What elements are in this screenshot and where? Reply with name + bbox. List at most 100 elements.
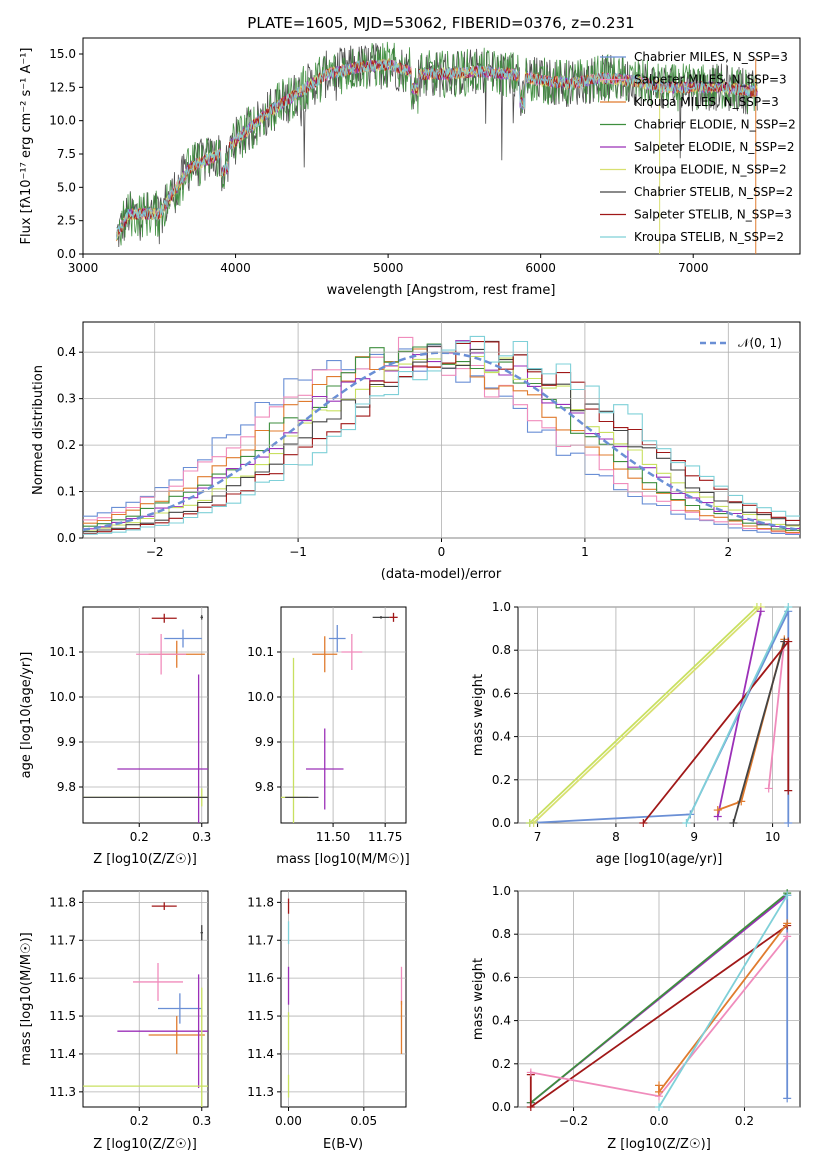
residuals-xlabel: (data-model)/error — [381, 567, 502, 582]
massweight-vs-Z-ytick-label: 0.4 — [492, 1014, 511, 1028]
mass-vs-EBV-ytick-label: 11.3 — [247, 1085, 274, 1099]
massweight-vs-age-ytick-label: 0.6 — [492, 686, 511, 700]
legend-label: Salpeter STELIB, N_SSP=3 — [634, 208, 792, 222]
spectrum-frame — [82, 37, 801, 255]
age-vs-Z-xlabel: Z [log10(Z/Z☉)] — [93, 852, 197, 867]
spectrum-xtick-label: 7000 — [678, 261, 709, 275]
cumulative-line — [658, 894, 788, 1108]
legend-label: Salpeter ELODIE, N_SSP=2 — [634, 140, 795, 154]
mass-vs-EBV-ytick-label: 11.6 — [247, 971, 274, 985]
panel-age-vs-mass: mass [log10(M/M☉)] — [276, 606, 410, 867]
massweight-vs-Z-ylabel: mass weight — [471, 958, 486, 1040]
plus-marker — [784, 637, 793, 646]
massweight-vs-Z-ytick-label: 0.8 — [492, 927, 511, 941]
massweight-vs-age-ytick-label: 0.8 — [492, 643, 511, 657]
massweight-vs-age-xtick-label: 10 — [765, 830, 780, 844]
cumulative-line — [533, 606, 762, 824]
cumulative-line — [529, 610, 790, 824]
age-vs-Z-ytick-label: 10.0 — [49, 690, 76, 704]
panel-mass-vs-EBV: E(B-V) — [280, 890, 407, 1152]
age-vs-mass-xtick-label: 11.50 — [316, 830, 350, 844]
mass-vs-Z-ylabel: mass [log10(M/M☉)] — [19, 932, 34, 1065]
massweight-vs-age-frame — [517, 606, 801, 824]
mass-vs-EBV-plot: 0.00 0.05 11.3 11.4 11.5 11.6 11.7 11.8 — [247, 891, 406, 1128]
plus-marker — [783, 1094, 792, 1103]
mass-vs-Z-frame — [82, 890, 209, 1108]
spectrum-ytick-label: 15.0 — [49, 47, 76, 61]
plus-marker — [529, 819, 538, 827]
cumulative-line — [717, 639, 786, 811]
plus-marker — [729, 819, 738, 827]
spectrum-ylabel: Flux [fλ10⁻¹⁷ erg cm⁻² s⁻¹ A⁻¹] — [19, 48, 34, 245]
massweight-vs-age-xtick-label: 8 — [612, 830, 620, 844]
mass-vs-Z-xlabel: Z [log10(Z/Z☉)] — [93, 1137, 197, 1152]
cumulative-line — [529, 606, 758, 824]
plus-marker — [713, 806, 722, 815]
spectrum-ytick-label: 10.0 — [49, 114, 76, 128]
plus-marker — [756, 607, 765, 616]
legend-label: Salpeter MILES, N_SSP=3 — [634, 73, 787, 87]
spectrum-series-line — [116, 59, 758, 240]
panel-residuals: −2 −1 0 1 2 0.0 0.1 0.2 0.3 0.4 (data-model)/erro… — [31, 321, 801, 582]
plus-marker — [764, 784, 773, 793]
residuals-xtick-label: −1 — [289, 545, 307, 559]
residuals-ylabel: Normed distribution — [31, 365, 46, 495]
residuals-ytick-label: 0.0 — [57, 531, 76, 545]
mass-vs-EBV-xtick-label: 0.00 — [275, 1114, 302, 1128]
massweight-vs-Z-xtick-label: 0.2 — [735, 1114, 754, 1128]
mass-vs-Z-ytick-label: 11.3 — [49, 1085, 76, 1099]
plus-marker — [526, 1103, 535, 1111]
plus-marker — [783, 891, 792, 900]
legend-label: Chabrier STELIB, N_SSP=2 — [634, 185, 793, 199]
massweight-vs-Z-ytick-label: 1.0 — [492, 884, 511, 898]
residuals-ytick-label: 0.3 — [57, 392, 76, 406]
massweight-vs-age-xtick-label: 7 — [534, 830, 542, 844]
spectrum-ytick-label: 2.5 — [57, 214, 76, 228]
plus-marker — [682, 819, 691, 827]
legend-gaussian-label: 𝒩(0, 1) — [738, 336, 782, 350]
mass-vs-Z-xtick-label: 0.2 — [130, 1114, 149, 1128]
age-vs-Z-ytick-label: 10.1 — [49, 645, 76, 659]
residuals-ytick-label: 0.1 — [57, 485, 76, 499]
plus-marker — [655, 1087, 663, 1096]
age-vs-Z-plot: 0.2 0.3 9.8 9.9 10.0 10.1 — [49, 607, 211, 844]
residuals-ytick-label: 0.2 — [57, 438, 76, 452]
legend-label: Chabrier MILES, N_SSP=3 — [634, 50, 788, 64]
age-vs-mass-ytick-label: 10.1 — [247, 645, 274, 659]
plus-marker — [526, 1068, 535, 1077]
massweight-vs-Z-plot: −0.2 0.0 0.2 0.0 0.2 0.4 0.6 0.8 1.0 — [492, 884, 800, 1128]
massweight-vs-Z-ytick-label: 0.6 — [492, 970, 511, 984]
spectrum-xtick-label: 5000 — [373, 261, 404, 275]
panel-age-vs-Z: Z [log10(Z/Z☉)] age [log10(age/yr)] — [19, 606, 209, 867]
residuals-xtick-label: 1 — [581, 545, 589, 559]
cumulative-line — [716, 611, 762, 817]
mass-vs-EBV-ytick-label: 11.5 — [247, 1009, 274, 1023]
age-vs-Z-xtick-label: 0.3 — [192, 830, 211, 844]
mass-vs-Z-ytick-label: 11.8 — [49, 895, 76, 909]
legend-label: Kroupa ELODIE, N_SSP=2 — [634, 163, 787, 177]
residuals-legend: 𝒩(0, 1) — [700, 336, 782, 350]
residuals-ytick-label: 0.4 — [57, 345, 76, 359]
plus-marker — [639, 819, 648, 827]
mass-vs-Z-xtick-label: 0.3 — [192, 1114, 211, 1128]
legend-label: Chabrier ELODIE, N_SSP=2 — [634, 118, 796, 132]
age-vs-mass-ytick-label: 10.0 — [247, 690, 274, 704]
cumulative-line — [642, 639, 790, 824]
age-vs-Z-ytick-label: 9.9 — [57, 735, 76, 749]
massweight-vs-Z-ytick-label: 0.0 — [492, 1100, 511, 1114]
massweight-vs-age-xlabel: age [log10(age/yr)] — [596, 852, 723, 867]
mass-vs-Z-ytick-label: 11.7 — [49, 933, 76, 947]
residuals-xtick-label: 0 — [438, 545, 446, 559]
massweight-vs-age-ytick-label: 0.4 — [492, 730, 511, 744]
massweight-vs-age-ytick-label: 0.0 — [492, 816, 511, 830]
plus-marker — [784, 819, 793, 827]
spectrum-title: PLATE=1605, MJD=53062, FIBERID=0376, z=0… — [247, 14, 634, 32]
residuals-xtick-label: −2 — [146, 545, 164, 559]
spectrum-xtick-label: 3000 — [68, 261, 99, 275]
mass-vs-EBV-frame — [280, 890, 407, 1108]
cumulative-line — [530, 892, 788, 1104]
plus-marker — [655, 1103, 663, 1111]
plus-marker — [783, 919, 792, 928]
massweight-vs-Z-xtick-label: 0.0 — [649, 1114, 668, 1128]
